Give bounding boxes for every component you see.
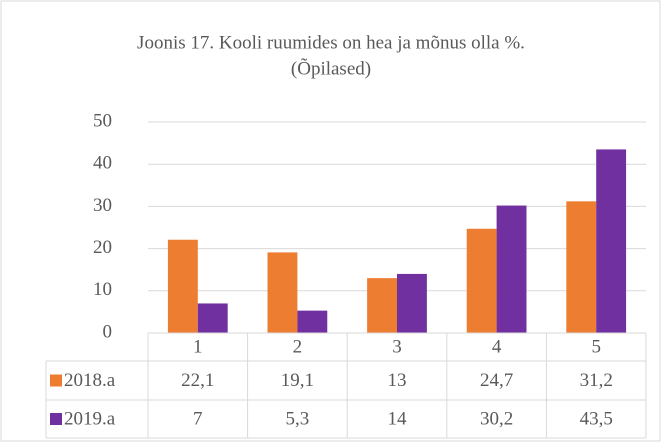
table-value: 13 xyxy=(388,370,407,391)
legend-key xyxy=(50,374,62,387)
table-value: 5,3 xyxy=(286,408,310,429)
x-tick-label: 4 xyxy=(492,336,502,357)
x-tick-label: 3 xyxy=(392,336,402,357)
legend-key xyxy=(50,413,62,425)
legend-label: 2018.a xyxy=(64,370,116,391)
x-tick-label: 1 xyxy=(193,336,203,357)
y-tick-label: 0 xyxy=(103,321,113,342)
table-value: 22,1 xyxy=(181,370,214,391)
bar xyxy=(596,149,627,333)
y-tick-label: 30 xyxy=(93,195,112,216)
bar xyxy=(397,273,427,333)
chart-title: Joonis 17. Kooli ruumides on hea ja mõnu… xyxy=(137,32,525,53)
x-tick-label: 5 xyxy=(591,336,601,357)
table-value: 19,1 xyxy=(281,370,314,391)
bar xyxy=(466,228,497,333)
table-value: 31,2 xyxy=(580,370,613,391)
bar xyxy=(496,205,527,333)
table-value: 24,7 xyxy=(480,370,513,391)
legend-label: 2019.a xyxy=(64,408,116,429)
table-value: 30,2 xyxy=(480,408,513,429)
bar xyxy=(167,239,198,333)
bar xyxy=(367,278,397,333)
table-value: 7 xyxy=(193,408,203,429)
bar xyxy=(566,201,597,333)
bar xyxy=(267,252,298,333)
y-tick-label: 40 xyxy=(93,153,112,174)
y-tick-label: 20 xyxy=(93,237,112,258)
y-tick-label: 10 xyxy=(93,279,112,300)
bar xyxy=(197,303,228,333)
bar xyxy=(297,310,328,333)
table-value: 43,5 xyxy=(580,408,613,429)
chart-subtitle: (Õpilased) xyxy=(291,57,371,79)
y-tick-label: 50 xyxy=(93,110,112,131)
table-value: 14 xyxy=(388,408,408,429)
x-tick-label: 2 xyxy=(293,336,303,357)
